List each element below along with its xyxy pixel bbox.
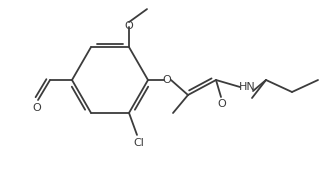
Text: O: O xyxy=(125,21,133,31)
Text: O: O xyxy=(217,99,226,109)
Text: O: O xyxy=(163,75,171,85)
Text: HN: HN xyxy=(239,82,255,92)
Text: Cl: Cl xyxy=(134,138,144,148)
Text: O: O xyxy=(33,103,41,113)
